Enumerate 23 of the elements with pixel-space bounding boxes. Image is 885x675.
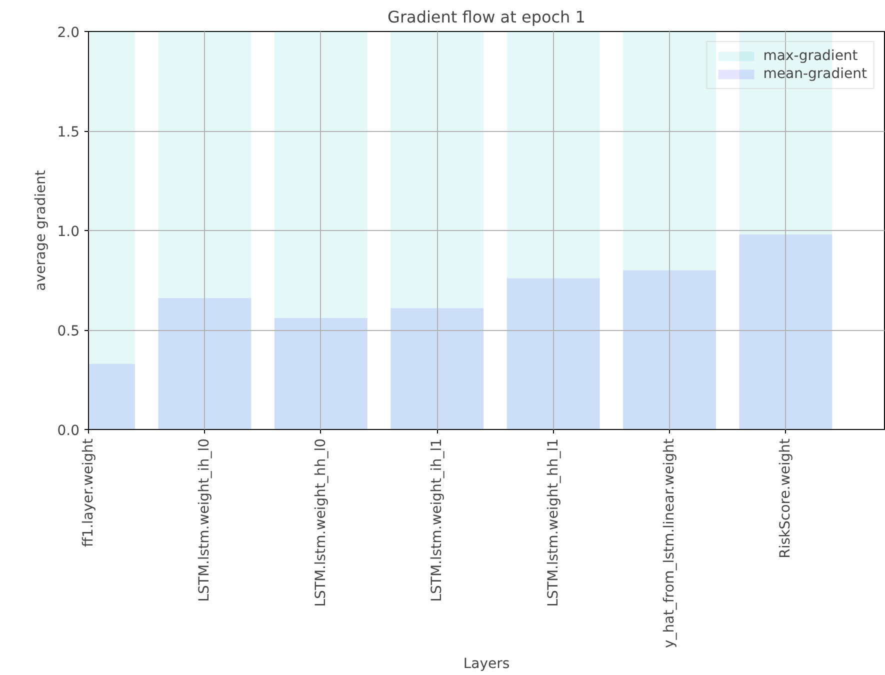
bar (506, 278, 600, 430)
bar (739, 234, 832, 430)
y-tick-label: 0.5 (57, 324, 80, 340)
bar (390, 308, 484, 430)
x-tick-label: LSTM.lstm.weight_ih_l1 (429, 438, 446, 602)
x-tick-label: ff1.layer.weight (80, 438, 96, 547)
chart-title: Gradient flow at epoch 1 (388, 8, 586, 26)
y-tick-label: 2.0 (57, 25, 80, 41)
y-tick-label: 0.0 (57, 423, 80, 439)
legend-label: max-gradient (763, 48, 858, 64)
x-tick-label: LSTM.lstm.weight_ih_l0 (196, 438, 213, 602)
legend-label: mean-gradient (763, 66, 867, 82)
bar (274, 318, 368, 430)
x-tick-label: RiskScore.weight (778, 438, 794, 558)
x-tick-label: y_hat_from_lstm.linear.weight (662, 438, 678, 648)
x-tick-label: LSTM.lstm.weight_hh_l0 (312, 438, 329, 607)
bar (158, 298, 252, 430)
y-axis-title: average gradient (33, 170, 50, 291)
y-tick-label: 1.5 (57, 124, 80, 140)
x-tick-label: LSTM.lstm.weight_hh_l1 (545, 438, 562, 607)
bar (623, 270, 716, 430)
x-axis-title: Layers (463, 656, 510, 672)
y-tick-label: 1.0 (57, 224, 80, 240)
